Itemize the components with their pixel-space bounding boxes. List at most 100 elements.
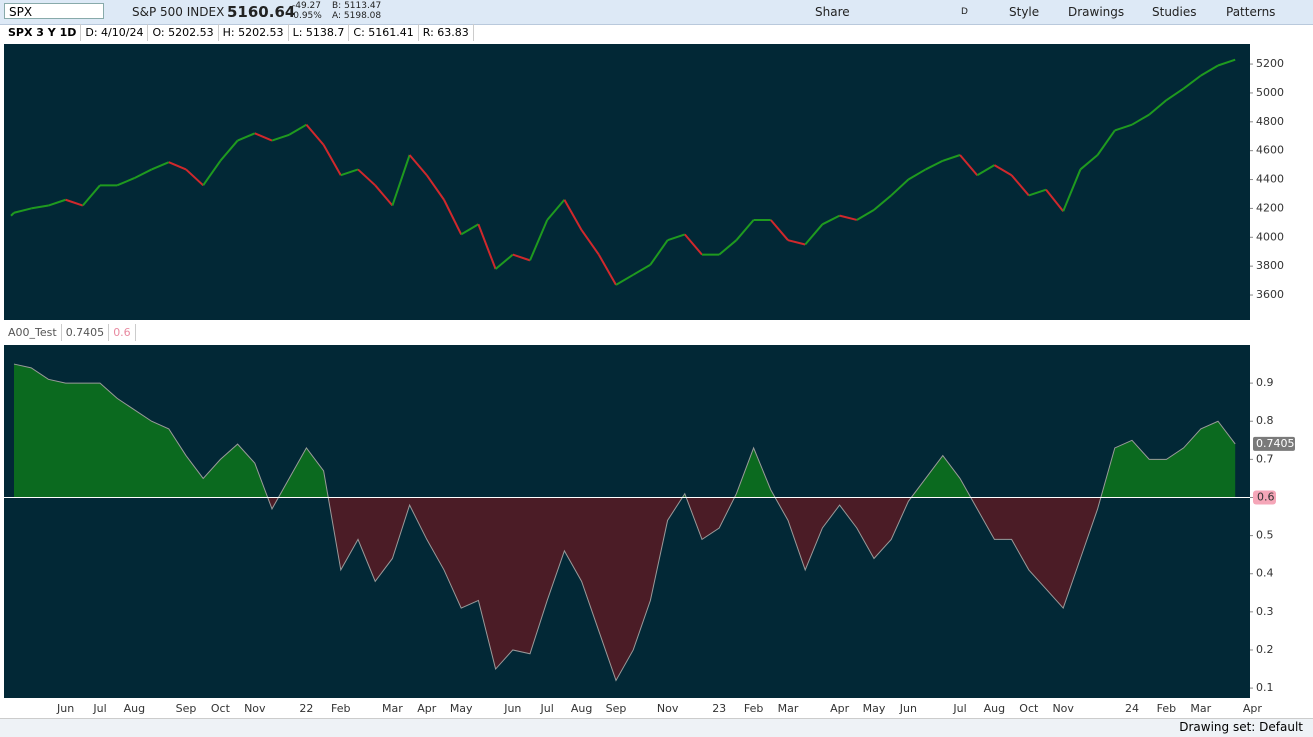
price-segment xyxy=(1045,189,1064,212)
y-tick-label: 5200 xyxy=(1256,57,1284,70)
y-tick-label: 4400 xyxy=(1256,173,1284,186)
x-tick-label: May xyxy=(863,702,886,715)
price-panel xyxy=(4,44,1250,320)
price-segment xyxy=(649,239,669,266)
price-header: SPX 3 Y 1D D: 4/10/24 O: 5202.53 H: 5202.53… xyxy=(4,24,474,43)
price-segment xyxy=(460,223,479,236)
price-segment xyxy=(512,253,531,262)
drawing-set[interactable]: Drawing set: Default xyxy=(1179,720,1303,734)
price-segment xyxy=(425,174,445,201)
price-segment xyxy=(1182,74,1202,90)
value-badge xyxy=(1253,436,1295,451)
price-segment xyxy=(219,139,239,162)
study-value: 0.7405 xyxy=(62,324,110,341)
price-segment xyxy=(615,273,634,286)
price-segment xyxy=(563,199,583,231)
price-segment xyxy=(787,239,806,246)
price-segment xyxy=(1096,129,1116,156)
x-tick-label: Aug xyxy=(571,702,592,715)
price-segment xyxy=(305,124,325,146)
button[interactable]: Patterns xyxy=(1226,5,1276,19)
x-tick-label: Aug xyxy=(124,702,145,715)
y-tick-label: 0.2 xyxy=(1256,643,1274,656)
price-segment xyxy=(942,154,961,162)
price-segment xyxy=(1010,174,1030,197)
price-segment xyxy=(374,184,394,207)
price-segment xyxy=(48,198,66,207)
field: L: 5138.7 xyxy=(289,24,350,41)
button[interactable]: Studies xyxy=(1152,5,1197,19)
study-line xyxy=(13,363,1236,682)
price-segment xyxy=(1028,188,1047,197)
field: C: 5161.41 xyxy=(349,24,419,41)
y-tick-label: 3800 xyxy=(1256,259,1284,272)
x-tick-label: 22 xyxy=(299,702,313,715)
bid: B: 5113.47 xyxy=(332,1,382,11)
price-segment xyxy=(839,214,858,221)
price-segment xyxy=(597,254,617,286)
price-segment xyxy=(10,212,15,217)
x-tick-label: Apr xyxy=(417,702,437,715)
description: S&P 500 INDEX xyxy=(132,5,225,19)
price-segment xyxy=(770,219,789,241)
x-tick-label: Feb xyxy=(1157,702,1176,715)
button[interactable]: Drawings xyxy=(1068,5,1125,19)
x-tick-label: Sep xyxy=(176,702,197,715)
price-segment xyxy=(1165,87,1185,101)
button[interactable]: Share xyxy=(815,5,850,19)
y-tick-label: 0.5 xyxy=(1256,529,1274,542)
price-segment xyxy=(580,229,600,256)
button[interactable]: Style xyxy=(1009,5,1040,19)
x-tick-label: Jun xyxy=(503,702,521,715)
y-tick-label: 4600 xyxy=(1256,144,1284,157)
price-segment xyxy=(684,233,703,256)
price-segment xyxy=(873,194,892,211)
button[interactable]: D xyxy=(961,7,968,17)
price-segment xyxy=(340,168,359,177)
x-tick-label: Apr xyxy=(1243,702,1263,715)
price-segment xyxy=(31,204,49,210)
price-segment xyxy=(925,159,944,171)
x-tick-label: 23 xyxy=(712,702,726,715)
price-segment xyxy=(993,164,1013,177)
price-segment xyxy=(133,168,153,179)
footer: Drawing set: Default xyxy=(0,718,1313,737)
price-segment xyxy=(529,219,549,261)
y-tick-label: 0.7 xyxy=(1256,452,1274,465)
price-segment xyxy=(185,168,204,187)
price-segment xyxy=(116,177,135,187)
price-segment xyxy=(271,133,290,142)
price-segment xyxy=(82,184,101,207)
price-segment xyxy=(735,219,755,241)
price-segment xyxy=(168,161,187,171)
y-tick-label: 0.1 xyxy=(1256,681,1274,694)
x-tick-label: Mar xyxy=(1190,702,1211,715)
chart-title: SPX 3 Y 1D xyxy=(4,24,82,41)
x-tick-label: Mar xyxy=(778,702,799,715)
x-tick-label: Aug xyxy=(984,702,1005,715)
price-segment xyxy=(856,208,875,221)
x-tick-label: Feb xyxy=(331,702,350,715)
y-tick-label: 3600 xyxy=(1256,288,1284,301)
change-pct: -0.95% xyxy=(290,11,322,21)
study-title: A00_Test xyxy=(4,324,62,341)
price-segment xyxy=(443,199,463,235)
price-segment xyxy=(976,164,995,177)
threshold-badge xyxy=(1253,490,1276,505)
field: R: 63.83 xyxy=(419,24,474,41)
y-tick-label: 4000 xyxy=(1256,230,1284,243)
price-segment xyxy=(237,132,256,142)
symbol-input[interactable]: SPX xyxy=(4,3,104,19)
price-segment xyxy=(408,154,428,176)
field: H: 5202.53 xyxy=(219,24,289,41)
price-segment xyxy=(65,198,84,207)
price-segment xyxy=(322,144,342,176)
price-segment xyxy=(890,178,910,197)
price-segment xyxy=(632,263,651,276)
price-segment xyxy=(718,239,738,256)
ask: A: 5198.08 xyxy=(332,11,382,21)
y-tick-label: 0.3 xyxy=(1256,605,1274,618)
price-segment xyxy=(494,253,514,270)
x-tick-label: Apr xyxy=(830,702,850,715)
